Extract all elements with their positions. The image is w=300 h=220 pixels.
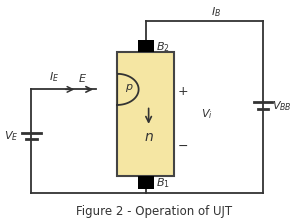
Text: $p$: $p$ bbox=[125, 82, 133, 94]
Bar bbox=[117, 52, 174, 176]
Text: $I_B$: $I_B$ bbox=[211, 5, 221, 19]
Text: $+$: $+$ bbox=[177, 85, 188, 98]
Text: $B_2$: $B_2$ bbox=[157, 40, 170, 54]
Bar bbox=[138, 40, 154, 52]
Text: $n$: $n$ bbox=[144, 130, 154, 144]
Text: Figure 2 - Operation of UJT: Figure 2 - Operation of UJT bbox=[76, 205, 232, 218]
Text: $V_E$: $V_E$ bbox=[4, 129, 19, 143]
Text: $B_1$: $B_1$ bbox=[157, 176, 170, 190]
Polygon shape bbox=[117, 74, 139, 105]
Bar bbox=[138, 176, 154, 189]
Text: $E$: $E$ bbox=[78, 72, 87, 84]
Text: $I_E$: $I_E$ bbox=[49, 70, 59, 84]
Text: $V_i$: $V_i$ bbox=[202, 107, 213, 121]
Text: $V_{BB}$: $V_{BB}$ bbox=[272, 99, 291, 113]
Text: $-$: $-$ bbox=[177, 139, 188, 152]
